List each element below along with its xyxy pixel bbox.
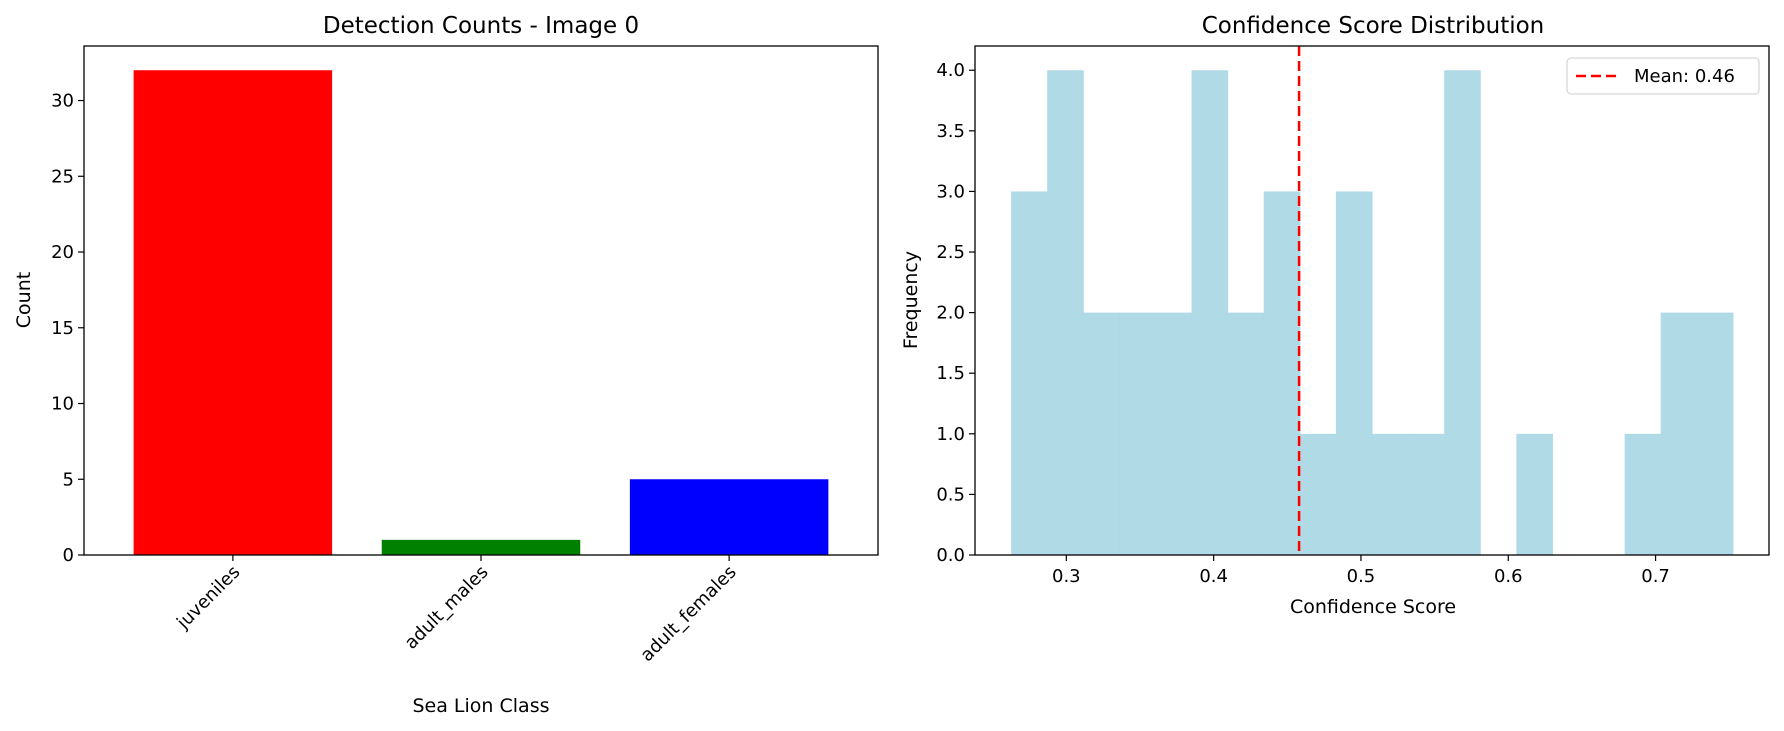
left-plot-frame (83, 45, 879, 556)
left-y-tick-label: 20 (51, 242, 74, 263)
right-y-axis-label: Frequency (900, 251, 922, 349)
legend-box (1566, 57, 1760, 95)
right-x-tick-label: 0.3 (1052, 566, 1081, 587)
right-y-tick-label: 3.5 (936, 121, 965, 142)
left-x-axis-label: Sea Lion Class (413, 695, 550, 717)
left-y-tick-label: 0 (63, 545, 74, 566)
right-x-tick-label: 0.7 (1641, 566, 1670, 587)
histogram-bin-7 (1263, 191, 1301, 555)
legend: Mean: 0.46 (1566, 57, 1760, 95)
bar-juveniles (133, 70, 333, 555)
detection-counts-chart: Detection Counts - Image 0 Sea Lion Clas… (13, 13, 879, 717)
left-y-tick-label: 5 (63, 469, 74, 490)
left-y-tick-label: 10 (51, 394, 74, 415)
right-chart-title: Confidence Score Distribution (1202, 13, 1545, 39)
histogram-bin-17 (1624, 433, 1662, 555)
histogram-bin-10 (1372, 433, 1409, 555)
right-x-ticks: 0.3 0.4 0.5 0.6 0.7 (1052, 555, 1670, 587)
right-plot-frame (974, 45, 1770, 556)
histogram-bin-14 (1516, 433, 1553, 555)
histogram-bars (1011, 70, 1734, 555)
right-x-axis-label: Confidence Score (1290, 596, 1456, 618)
right-y-tick-label: 3.0 (936, 181, 965, 202)
histogram-bin-1 (1047, 70, 1084, 555)
right-y-tick-label: 2.5 (936, 242, 965, 263)
histogram-bin-8 (1299, 433, 1337, 555)
histogram-bin-2 (1083, 312, 1120, 555)
right-y-tick-label: 2.0 (936, 303, 965, 324)
left-x-tick-label: adult_females (636, 562, 740, 666)
legend-mean-label: Mean: 0.46 (1634, 66, 1735, 87)
left-x-tick-label: adult_males (401, 562, 493, 654)
left-y-axis-label: Count (13, 272, 35, 328)
left-chart-title: Detection Counts - Image 0 (323, 13, 639, 39)
histogram-bin-4 (1155, 312, 1193, 555)
left-bars (133, 70, 829, 555)
left-y-tick-label: 25 (51, 166, 74, 187)
histogram-bin-0 (1011, 191, 1048, 555)
left-y-tick-label: 15 (51, 318, 74, 339)
right-y-tick-label: 1.0 (936, 424, 965, 445)
right-x-tick-label: 0.6 (1494, 566, 1523, 587)
left-y-tick-label: 30 (51, 91, 74, 112)
right-y-tick-label: 0.0 (936, 545, 965, 566)
right-x-tick-label: 0.4 (1199, 566, 1228, 587)
histogram-bin-6 (1227, 312, 1265, 555)
histogram-bin-9 (1335, 191, 1373, 555)
left-x-ticks: juveniles adult_males adult_females (172, 555, 741, 666)
histogram-bin-5 (1191, 70, 1229, 555)
left-x-tick-label: juveniles (172, 562, 244, 634)
histogram-bin-18 (1660, 312, 1698, 555)
right-y-tick-label: 1.5 (936, 363, 965, 384)
right-y-tick-label: 4.0 (936, 60, 965, 81)
histogram-bin-19 (1696, 312, 1734, 555)
right-y-ticks: 0.0 0.5 1.0 1.5 2.0 2.5 3.0 3.5 4.0 (936, 60, 975, 566)
histogram-bin-3 (1119, 312, 1156, 555)
right-y-tick-label: 0.5 (936, 484, 965, 505)
histogram-bin-11 (1408, 433, 1445, 555)
bar-adult_females (629, 479, 829, 555)
histogram-bin-12 (1444, 70, 1481, 555)
bar-adult_males (381, 539, 581, 555)
left-y-ticks: 0 5 10 15 20 25 30 (51, 91, 84, 566)
confidence-distribution-chart: Confidence Score Distribution Confidence… (900, 13, 1770, 618)
right-x-tick-label: 0.5 (1347, 566, 1376, 587)
